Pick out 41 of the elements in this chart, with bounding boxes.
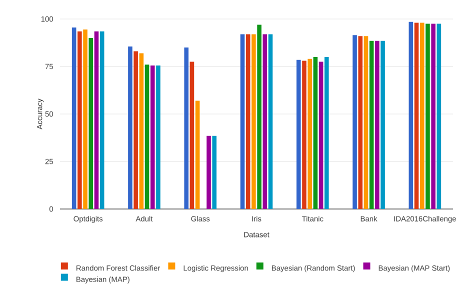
bar: [190, 62, 194, 209]
bar: [380, 40, 385, 209]
bar: [408, 22, 414, 209]
bar: [134, 51, 138, 209]
bar: [296, 60, 301, 209]
bar: [324, 57, 329, 209]
bar: [212, 136, 217, 209]
bar: [426, 24, 430, 209]
bar: [206, 136, 211, 209]
bar: [240, 34, 245, 209]
bar: [262, 34, 268, 209]
bar: [436, 24, 442, 209]
bar: [78, 31, 82, 209]
bar: [318, 62, 324, 209]
bar: [139, 53, 144, 209]
bar: [150, 66, 155, 209]
bar: [268, 34, 273, 209]
bar: [302, 60, 306, 209]
bar: [369, 40, 374, 209]
bar: [128, 46, 132, 209]
bar: [88, 38, 94, 209]
bar: [72, 28, 76, 209]
bar: [257, 24, 262, 209]
bar: [144, 64, 150, 209]
bar: [83, 29, 88, 209]
bar: [414, 22, 419, 209]
bar: [358, 36, 363, 209]
bar: [184, 48, 189, 209]
bar: [94, 31, 99, 209]
bar: [313, 57, 318, 209]
bar: [352, 35, 357, 209]
bar: [375, 40, 380, 209]
bar: [308, 58, 312, 209]
bar: [252, 34, 256, 209]
bar: [431, 24, 436, 209]
bar: [246, 34, 250, 209]
bar: [364, 36, 368, 209]
bar: [195, 100, 200, 209]
bar: [100, 31, 104, 209]
bar: [156, 66, 160, 209]
bar: [420, 22, 424, 209]
